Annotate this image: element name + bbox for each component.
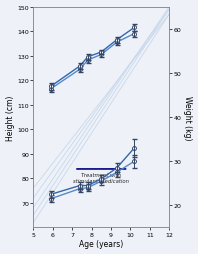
Y-axis label: Weight (kg): Weight (kg) — [183, 96, 192, 140]
Y-axis label: Height (cm): Height (cm) — [6, 95, 15, 140]
Text: Treatment with
stimulant medication: Treatment with stimulant medication — [73, 172, 129, 184]
X-axis label: Age (years): Age (years) — [79, 240, 123, 248]
